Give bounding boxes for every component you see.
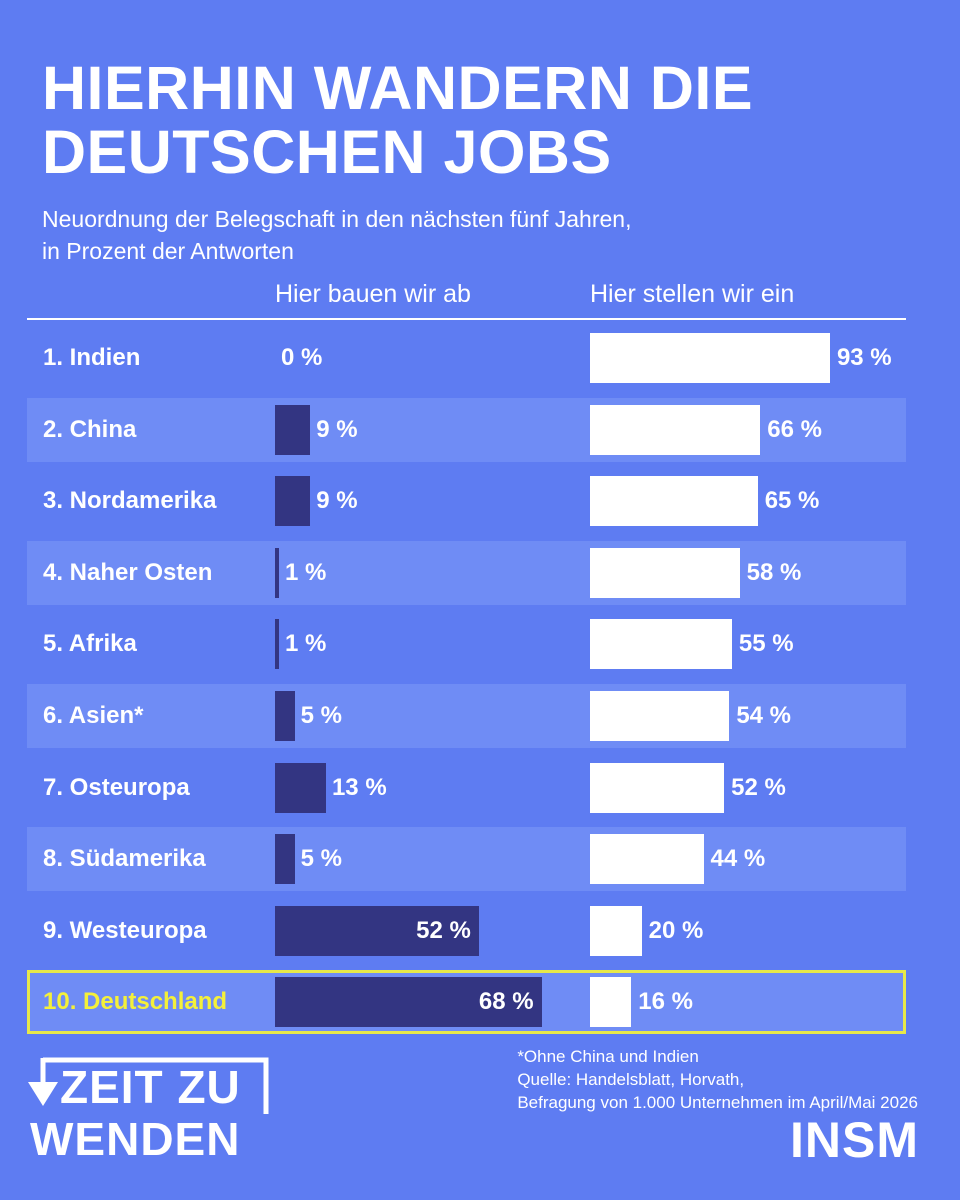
value-label-hire: 16 % bbox=[638, 988, 693, 1015]
table-row: 3. Nordamerika 9 % 65 % bbox=[27, 469, 906, 533]
value-label-hire: 52 % bbox=[731, 774, 786, 801]
bar-hire bbox=[590, 619, 732, 669]
logo-line-2: WENDEN bbox=[30, 1113, 241, 1165]
value-label-hire: 55 % bbox=[738, 630, 794, 657]
value-label-cut: 13 % bbox=[331, 774, 387, 801]
row-label: 7. Osteuropa bbox=[43, 774, 190, 801]
row-label: 2. China bbox=[43, 416, 137, 443]
value-label-hire: 93 % bbox=[836, 344, 892, 371]
footnote-survey: Befragung von 1.000 Unternehmen im April… bbox=[517, 1093, 918, 1112]
bar-hire bbox=[590, 763, 725, 813]
value-label-cut: 52 % bbox=[416, 917, 471, 944]
table-row: 10. Deutschland 68 % 16 % bbox=[27, 970, 906, 1034]
table-row: 1. Indien 0 % 93 % bbox=[27, 326, 906, 390]
value-label-hire: 65 % bbox=[764, 487, 820, 514]
page-title: HIERHIN WANDERN DIE DEUTSCHEN JOBS bbox=[42, 56, 922, 184]
value-label-hire: 58 % bbox=[746, 559, 802, 586]
footnote-asterisk: *Ohne China und Indien bbox=[517, 1047, 699, 1066]
bar-cut bbox=[275, 405, 311, 455]
row-label: 8. Südamerika bbox=[43, 845, 206, 872]
bar-cut bbox=[275, 476, 311, 526]
table-row: 6. Asien* 5 % 54 % bbox=[27, 684, 906, 748]
bar-cut bbox=[275, 619, 279, 669]
value-label-hire: 20 % bbox=[648, 917, 704, 944]
value-label-cut: 68 % bbox=[478, 988, 534, 1015]
value-label-cut: 9 % bbox=[316, 487, 358, 514]
column-header-cut: Hier bauen wir ab bbox=[275, 280, 471, 308]
bar-cut bbox=[275, 691, 295, 741]
row-label: 6. Asien* bbox=[43, 702, 144, 729]
table-row: 4. Naher Osten 1 % 58 % bbox=[27, 541, 906, 605]
table-row: 9. Westeuropa 52 % 20 % bbox=[27, 899, 906, 963]
bar-hire bbox=[590, 691, 730, 741]
row-label: 5. Afrika bbox=[43, 630, 137, 657]
bar-hire bbox=[590, 405, 761, 455]
bar-cut bbox=[275, 834, 295, 884]
bar-hire bbox=[590, 476, 758, 526]
value-label-cut: 9 % bbox=[316, 416, 358, 443]
subtitle-line-1: Neuordnung der Belegschaft in den nächst… bbox=[42, 206, 632, 232]
value-label-hire: 54 % bbox=[736, 702, 792, 729]
bar-hire bbox=[590, 906, 642, 956]
bar-hire bbox=[590, 834, 704, 884]
zeit-zu-wenden-logo: ZEIT ZU WENDEN bbox=[26, 1054, 276, 1164]
table-row: 7. Osteuropa 13 % 52 % bbox=[27, 756, 906, 820]
bar-hire bbox=[590, 977, 632, 1027]
bar-cut bbox=[275, 548, 279, 598]
table-row: 5. Afrika 1 % 55 % bbox=[27, 612, 906, 676]
insm-logo: INSM bbox=[790, 1112, 919, 1168]
value-label-hire: 44 % bbox=[710, 845, 766, 872]
bar-cut bbox=[275, 977, 542, 1027]
title-line-1: HIERHIN WANDERN DIE bbox=[42, 54, 754, 122]
header-divider bbox=[27, 318, 906, 320]
column-header-hire: Hier stellen wir ein bbox=[590, 280, 795, 308]
row-label: 9. Westeuropa bbox=[43, 917, 207, 944]
logo-line-1: ZEIT ZU bbox=[60, 1061, 241, 1113]
table-row: 8. Südamerika 5 % 44 % bbox=[27, 827, 906, 891]
subtitle-line-2: in Prozent der Antworten bbox=[42, 238, 294, 264]
value-label-hire: 66 % bbox=[767, 416, 822, 443]
page-subtitle: Neuordnung der Belegschaft in den nächst… bbox=[42, 203, 922, 267]
row-label: 1. Indien bbox=[43, 344, 141, 371]
row-label: 4. Naher Osten bbox=[43, 559, 213, 586]
value-label-cut: 5 % bbox=[300, 702, 342, 729]
bar-cut bbox=[275, 763, 326, 813]
bar-hire bbox=[590, 548, 740, 598]
down-arrow-icon bbox=[28, 1057, 269, 1114]
row-label: 10. Deutschland bbox=[43, 988, 228, 1015]
value-label-cut: 1 % bbox=[285, 559, 327, 586]
value-label-cut: 0 % bbox=[281, 344, 323, 371]
bar-hire bbox=[590, 333, 830, 383]
bar-cut bbox=[275, 906, 479, 956]
value-label-cut: 1 % bbox=[285, 630, 327, 657]
footnote: *Ohne China und Indien Quelle: Handelsbl… bbox=[517, 1045, 918, 1114]
title-line-2: DEUTSCHEN JOBS bbox=[42, 118, 612, 186]
value-label-cut: 5 % bbox=[300, 845, 342, 872]
row-label: 3. Nordamerika bbox=[43, 487, 217, 514]
footnote-source: Quelle: Handelsblatt, Horvath, bbox=[517, 1070, 745, 1089]
table-row: 2. China 9 % 66 % bbox=[27, 398, 906, 462]
